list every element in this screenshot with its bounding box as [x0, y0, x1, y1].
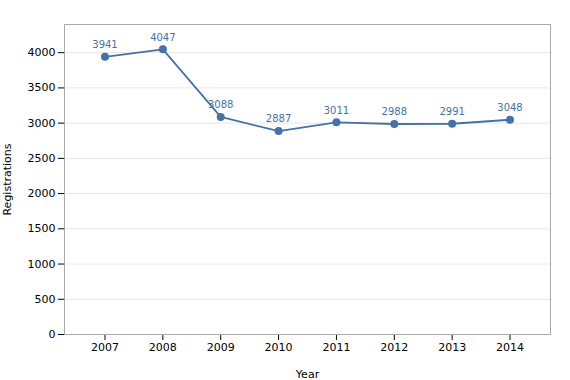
svg-text:3011: 3011: [324, 105, 349, 116]
svg-text:4047: 4047: [150, 32, 175, 43]
svg-text:2010: 2010: [265, 341, 293, 354]
svg-text:Registrations: Registrations: [1, 143, 14, 215]
svg-text:4000: 4000: [28, 46, 56, 59]
svg-text:Year: Year: [295, 368, 320, 380]
svg-text:2009: 2009: [207, 341, 235, 354]
svg-text:1500: 1500: [28, 222, 56, 235]
svg-text:2012: 2012: [380, 341, 408, 354]
svg-text:2008: 2008: [149, 341, 177, 354]
svg-text:2013: 2013: [438, 341, 466, 354]
svg-text:2007: 2007: [91, 341, 119, 354]
svg-text:2014: 2014: [496, 341, 524, 354]
svg-text:3941: 3941: [92, 39, 117, 50]
svg-text:1000: 1000: [28, 258, 56, 271]
svg-text:3048: 3048: [497, 102, 522, 113]
svg-text:2991: 2991: [439, 106, 464, 117]
svg-text:2500: 2500: [28, 152, 56, 165]
svg-text:2011: 2011: [322, 341, 350, 354]
svg-text:2000: 2000: [28, 187, 56, 200]
svg-text:500: 500: [35, 293, 56, 306]
svg-text:2887: 2887: [266, 113, 291, 124]
svg-text:3500: 3500: [28, 81, 56, 94]
svg-text:3088: 3088: [208, 99, 233, 110]
svg-text:0: 0: [49, 328, 56, 341]
svg-text:3000: 3000: [28, 117, 56, 130]
svg-text:2988: 2988: [382, 106, 407, 117]
